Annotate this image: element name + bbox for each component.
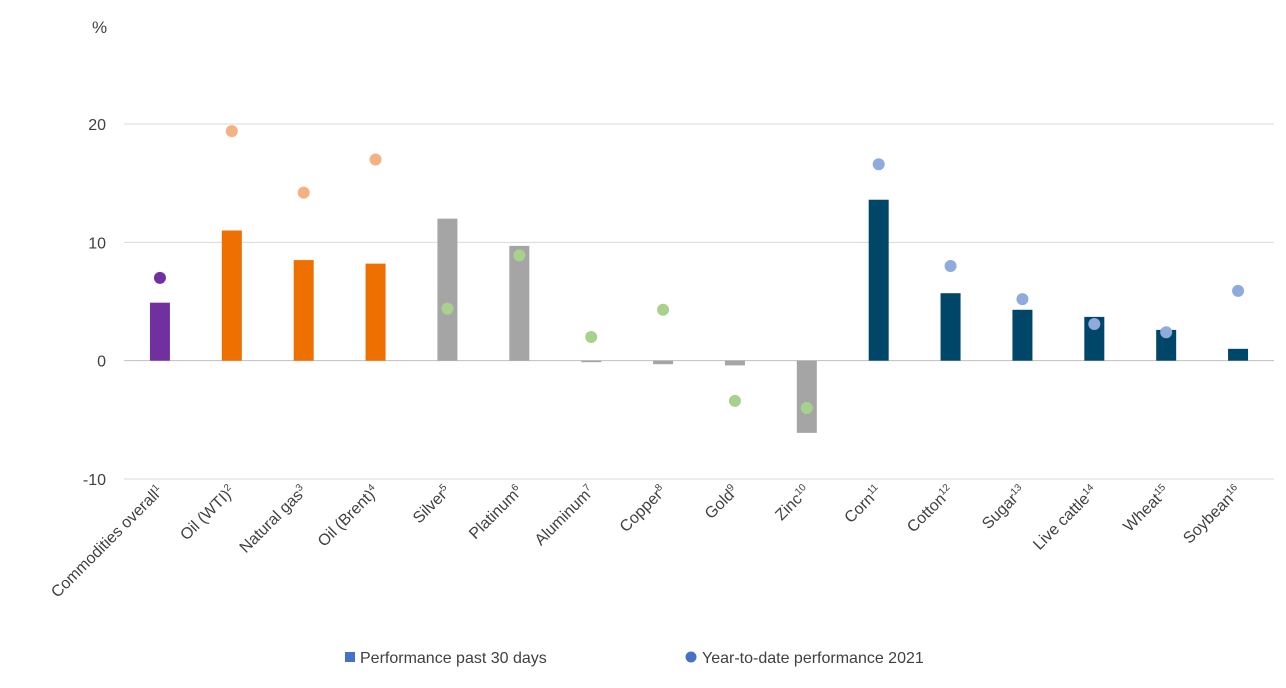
- bar: [509, 245, 530, 361]
- legend-bar-swatch: [345, 652, 355, 662]
- category-label: Corn11: [841, 482, 886, 527]
- legend: Performance past 30 days Year-to-date pe…: [345, 650, 924, 667]
- point: [944, 260, 957, 272]
- y-tick-label: 10: [88, 235, 106, 252]
- point: [153, 271, 166, 284]
- y-axis-ticks: -10 0 10 20: [83, 117, 106, 489]
- point: [1016, 293, 1029, 306]
- y-tick-label: 0: [97, 354, 106, 371]
- category-label: Platinum6: [465, 482, 526, 543]
- bar: [149, 302, 170, 361]
- category-label: Gold9: [701, 482, 742, 523]
- bar: [1228, 348, 1249, 361]
- category-label: Silver5: [409, 482, 454, 527]
- legend-bar-label: Performance past 30 days: [360, 650, 547, 667]
- point: [728, 394, 741, 407]
- bar: [1156, 329, 1177, 361]
- gridlines: [124, 123, 1274, 480]
- category-label: Commodities overall1: [48, 482, 167, 601]
- y-unit-label: %: [92, 18, 107, 37]
- bar-series: [149, 199, 1249, 433]
- bar: [868, 199, 889, 361]
- category-labels: Commodities overall1 Oil (WTI)2 Natural ga…: [48, 482, 1246, 601]
- point: [513, 249, 526, 262]
- point: [872, 158, 885, 171]
- bar: [796, 360, 817, 433]
- y-tick-label: 20: [88, 117, 106, 134]
- bar: [653, 360, 674, 365]
- point: [1088, 317, 1101, 330]
- point: [1160, 326, 1173, 339]
- point: [657, 303, 670, 316]
- point: [225, 125, 238, 138]
- bar: [437, 218, 458, 361]
- y-tick-label: -10: [83, 472, 106, 489]
- bar: [1084, 316, 1105, 361]
- category-label: Natural gas3: [236, 482, 311, 557]
- bar: [581, 360, 602, 363]
- legend-point-label: Year-to-date performance 2021: [702, 650, 924, 667]
- category-label: Wheat15: [1120, 482, 1174, 536]
- bar: [1012, 309, 1033, 361]
- bar: [221, 230, 242, 361]
- bar: [940, 293, 961, 361]
- point-series: [153, 125, 1245, 414]
- category-label: Zinc10: [772, 482, 814, 524]
- category-label: Sugar13: [978, 482, 1029, 533]
- category-label: Oil (WTI)2: [177, 482, 239, 544]
- category-label: Live cattle14: [1030, 482, 1102, 554]
- bar: [724, 360, 745, 366]
- category-label: Cotton12: [903, 482, 957, 536]
- category-label: Aluminum7: [531, 482, 598, 549]
- category-label: Soybean16: [1180, 482, 1246, 548]
- bar: [365, 263, 386, 361]
- bar: [293, 260, 314, 361]
- point: [369, 153, 382, 166]
- point: [441, 302, 454, 315]
- point: [800, 402, 813, 414]
- category-label: Oil (Brent)4: [314, 482, 383, 551]
- category-label: Copper8: [616, 482, 670, 536]
- point: [297, 186, 310, 199]
- point: [1232, 284, 1245, 297]
- legend-point-swatch: [685, 651, 697, 663]
- point: [585, 331, 598, 343]
